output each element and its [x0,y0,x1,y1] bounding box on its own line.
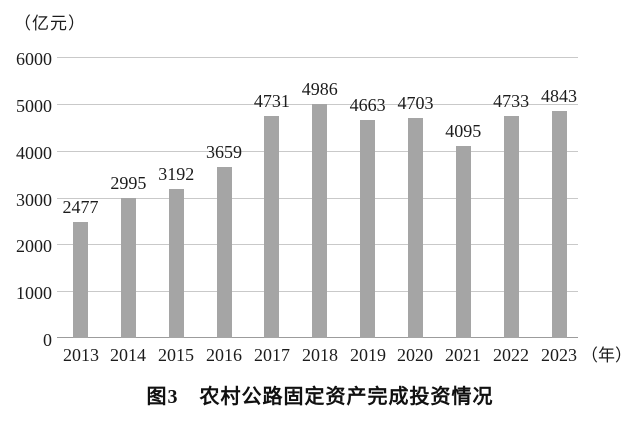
bar-2016 [216,167,232,338]
x-tick-label: 2021 [445,345,481,365]
y-tick-label: 0 [43,330,52,350]
bar-value-label: 4986 [301,79,338,99]
bar-value-label: 4663 [349,95,386,115]
bar-2015 [168,189,184,338]
bar-2020 [407,118,423,338]
x-tick-label: 2015 [158,345,194,365]
bar-value-label: 3192 [158,164,195,184]
y-tick-label: 5000 [16,96,52,116]
x-tick-label: 2019 [350,345,386,365]
x-tick-label: 2023 [541,345,577,365]
x-tick-label: 2016 [206,345,242,365]
bar-value-label: 4733 [493,91,530,111]
bar-value-label: 4095 [445,121,482,141]
bar-value-label: 2477 [62,197,99,217]
bar-value-label: 4843 [541,86,577,106]
bar-2023 [551,111,567,338]
bar-value-label: 4703 [397,93,434,113]
gridline-6000 [57,57,578,58]
x-tick-label: 2022 [493,345,529,365]
y-tick-label: 6000 [16,49,52,69]
bar-2021 [455,146,471,338]
bar-2019 [360,120,376,338]
y-tick-label: 3000 [16,190,52,210]
bar-2014 [120,198,136,338]
plot-area: 2477 2995 3192 3659 4731 4986 4663 4703 4095 4733… [57,57,578,338]
bar-value-label: 2995 [110,173,147,193]
bar-2017 [264,116,280,338]
bar-2018 [312,104,328,338]
bar-value-label: 3659 [206,142,243,162]
chart-caption: 图3 农村公路固定资产完成投资情况 [146,386,494,408]
x-tick-label: 2017 [254,345,290,365]
x-tick-label: 2020 [397,345,433,365]
x-tick-label: 2013 [63,345,99,365]
bar-value-label: 4731 [253,91,290,111]
x-tick-label: 2014 [110,345,146,365]
y-tick-label: 4000 [16,143,52,163]
x-tick-label: 2018 [302,345,338,365]
y-axis-unit-label: （亿元） [14,14,86,33]
bar-2022 [503,116,519,338]
y-tick-label: 1000 [16,283,52,303]
y-tick-label: 2000 [16,236,52,256]
x-axis-unit-label: （年） [581,346,632,365]
bar-2013 [73,222,88,338]
